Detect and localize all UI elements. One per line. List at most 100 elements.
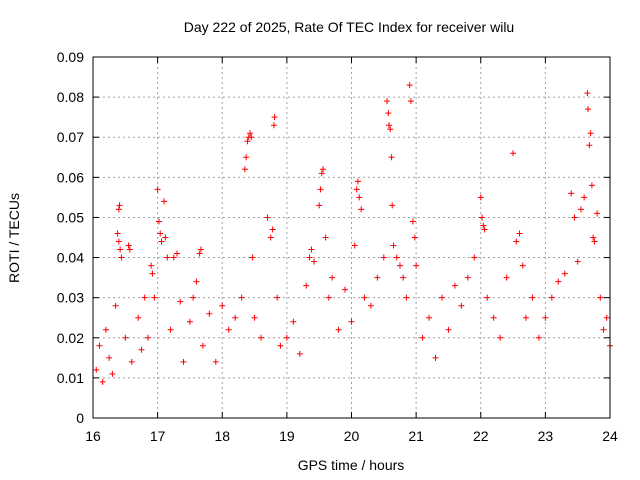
data-point bbox=[597, 294, 604, 301]
data-point bbox=[167, 326, 174, 333]
data-point bbox=[591, 238, 598, 245]
data-point bbox=[162, 234, 169, 241]
data-point bbox=[317, 186, 324, 193]
data-point bbox=[374, 274, 381, 281]
data-point bbox=[348, 318, 355, 325]
data-point bbox=[568, 190, 575, 197]
axis-ticks: 16 17 18 19 20 21 22 23 24 0 0.01 0.02 0.03 0.04 0.05 0… bbox=[57, 49, 618, 444]
y-tick-label: 0.04 bbox=[57, 250, 84, 266]
y-tick-label: 0 bbox=[76, 410, 84, 426]
y-tick-label: 0.03 bbox=[57, 290, 84, 306]
data-point bbox=[114, 230, 121, 237]
data-point bbox=[484, 294, 491, 301]
data-point bbox=[335, 326, 342, 333]
data-point bbox=[161, 198, 168, 205]
y-tick-label: 0.05 bbox=[57, 209, 84, 225]
data-point bbox=[149, 270, 156, 277]
data-point bbox=[308, 246, 315, 253]
data-point bbox=[264, 214, 271, 221]
data-point bbox=[585, 106, 592, 113]
data-point bbox=[283, 334, 290, 341]
data-point bbox=[384, 98, 391, 105]
chart-title: Day 222 of 2025, Rate Of TEC Index for r… bbox=[184, 19, 514, 35]
data-point bbox=[590, 234, 597, 241]
data-point bbox=[387, 126, 394, 133]
data-point bbox=[411, 234, 418, 241]
data-point bbox=[247, 130, 254, 137]
data-point bbox=[277, 342, 284, 349]
data-point bbox=[535, 334, 542, 341]
data-point bbox=[271, 114, 278, 121]
data-points bbox=[93, 82, 613, 385]
data-point bbox=[464, 274, 471, 281]
data-point bbox=[186, 318, 193, 325]
y-tick-label: 0.07 bbox=[57, 129, 84, 145]
data-point bbox=[390, 242, 397, 249]
data-point bbox=[118, 254, 125, 261]
data-point bbox=[206, 310, 213, 317]
data-point bbox=[367, 302, 374, 309]
data-point bbox=[396, 262, 403, 269]
data-point bbox=[586, 142, 593, 149]
data-point bbox=[458, 302, 465, 309]
data-point bbox=[128, 358, 135, 365]
data-point bbox=[170, 254, 177, 261]
y-tick-label: 0.09 bbox=[57, 49, 84, 65]
data-point bbox=[96, 342, 103, 349]
data-point bbox=[106, 354, 113, 361]
data-point bbox=[403, 294, 410, 301]
data-point bbox=[510, 150, 517, 157]
x-tick-label: 17 bbox=[150, 428, 166, 444]
data-point bbox=[102, 326, 109, 333]
data-point bbox=[385, 122, 392, 129]
data-point bbox=[419, 334, 426, 341]
data-point bbox=[388, 154, 395, 161]
data-point bbox=[588, 182, 595, 189]
y-tick-label: 0.06 bbox=[57, 169, 84, 185]
data-point bbox=[190, 294, 197, 301]
data-point bbox=[177, 298, 184, 305]
data-point bbox=[138, 346, 145, 353]
data-point bbox=[479, 214, 486, 221]
data-point bbox=[513, 238, 520, 245]
data-point bbox=[117, 246, 124, 253]
data-point bbox=[503, 274, 510, 281]
data-point bbox=[329, 274, 336, 281]
data-point bbox=[290, 318, 297, 325]
data-point bbox=[232, 314, 239, 321]
y-tick-label: 0.01 bbox=[57, 370, 84, 386]
data-point bbox=[196, 250, 203, 257]
data-point bbox=[358, 206, 365, 213]
data-point bbox=[303, 282, 310, 289]
data-point bbox=[529, 294, 536, 301]
data-point bbox=[522, 314, 529, 321]
data-point bbox=[244, 138, 251, 145]
grid bbox=[93, 57, 610, 418]
data-point bbox=[325, 294, 332, 301]
data-point bbox=[197, 246, 204, 253]
data-point bbox=[497, 334, 504, 341]
data-point bbox=[438, 294, 445, 301]
data-point bbox=[400, 274, 407, 281]
data-point bbox=[180, 358, 187, 365]
data-point bbox=[99, 378, 106, 385]
data-point bbox=[155, 218, 162, 225]
data-point bbox=[164, 254, 171, 261]
data-point bbox=[238, 294, 245, 301]
data-point bbox=[109, 370, 116, 377]
data-point bbox=[542, 314, 549, 321]
data-point bbox=[574, 258, 581, 265]
x-tick-label: 18 bbox=[214, 428, 230, 444]
data-point bbox=[389, 202, 396, 209]
data-point bbox=[380, 254, 387, 261]
data-point bbox=[351, 242, 358, 249]
data-point bbox=[116, 202, 123, 209]
data-point bbox=[577, 206, 584, 213]
data-point bbox=[594, 210, 601, 217]
data-point bbox=[516, 230, 523, 237]
x-tick-label: 24 bbox=[602, 428, 618, 444]
data-point bbox=[385, 110, 392, 117]
data-point bbox=[406, 82, 413, 89]
data-point bbox=[151, 294, 158, 301]
